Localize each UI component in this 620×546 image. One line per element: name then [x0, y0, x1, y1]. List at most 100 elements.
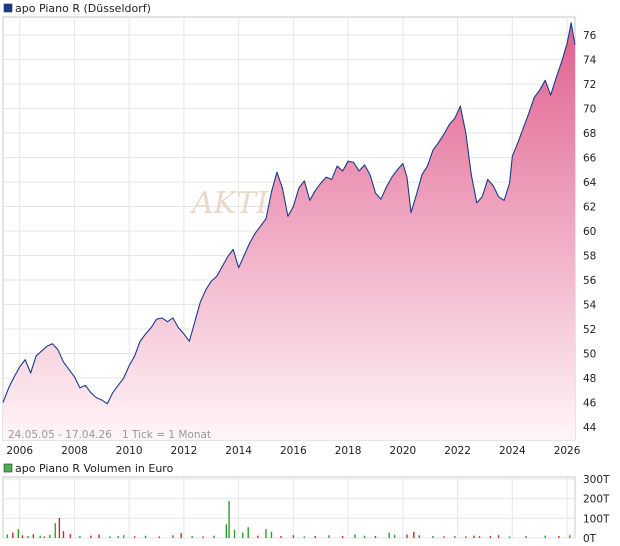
y-tick-label: 62	[583, 202, 596, 214]
y-tick-label: 50	[583, 349, 596, 361]
volume-grid	[3, 477, 575, 539]
y-tick-label: 70	[583, 104, 596, 116]
legend-label-volume: apo Piano R Volumen in Euro	[15, 462, 174, 475]
volume-plot-frame	[2, 476, 576, 539]
volume-bar	[122, 535, 125, 538]
volume-bar	[12, 532, 14, 538]
price-line	[2, 22, 576, 405]
volume-bar	[49, 534, 51, 538]
volume-bar	[265, 529, 267, 538]
y-tick-label: 46	[583, 398, 597, 410]
volume-bar	[465, 536, 467, 538]
price-y-axis: 44 46 48 50 52 54 56 58 60 62 64 66 68 70 72 74 76	[583, 30, 597, 434]
volume-bar	[21, 535, 24, 538]
legend-label-price: apo Piano R (Düsseldorf)	[15, 2, 151, 15]
volume-bar	[406, 534, 408, 538]
volume-bar	[233, 529, 236, 538]
volume-bar	[6, 534, 9, 538]
volume-legend: apo Piano R Volumen in Euro	[3, 462, 174, 475]
watermark: AKTI	[189, 186, 269, 221]
volume-bar	[280, 536, 282, 538]
volume-bar	[247, 527, 249, 538]
volume-bar	[225, 524, 228, 538]
volume-bar	[374, 536, 377, 538]
y-tick-label: 54	[583, 300, 597, 312]
volume-bar	[413, 531, 415, 538]
volume-bar	[497, 535, 500, 538]
volume-bar	[303, 536, 306, 538]
volume-bar	[133, 536, 136, 538]
x-tick-label: 2010	[116, 445, 143, 457]
y-tick-label: 58	[583, 251, 596, 263]
volume-y-axis: 0T 100T 200T 300T	[583, 474, 610, 545]
volume-bar	[270, 531, 273, 538]
volume-bar	[43, 536, 46, 538]
y-tick-label: 68	[583, 128, 596, 140]
price-panel: AKTI 4446485052545658606264666870727476 …	[2, 2, 597, 457]
y-tick-label: 60	[583, 226, 596, 238]
x-tick-label: 2026	[554, 445, 581, 457]
x-tick-label: 2024	[499, 445, 526, 457]
volume-bar	[90, 535, 92, 538]
volume-y-tick-label: 200T	[583, 494, 610, 506]
volume-bar	[62, 531, 65, 538]
x-tick-label: 2008	[61, 445, 88, 457]
volume-bar	[328, 535, 330, 538]
volume-bar	[17, 529, 20, 538]
y-tick-label: 52	[583, 324, 596, 336]
volume-bar	[98, 534, 100, 538]
volume-bar	[292, 535, 295, 538]
volume-bar	[257, 535, 259, 538]
volume-y-tick-label: 300T	[583, 474, 610, 486]
volume-bar	[432, 536, 434, 538]
volume-bar	[388, 532, 390, 538]
volume-bar	[228, 501, 230, 538]
volume-y-tick-label: 0T	[583, 533, 597, 545]
chart-info-text: 24.05.05 - 17.04.26 1 Tick = 1 Monat	[8, 429, 211, 441]
volume-bar	[443, 536, 445, 538]
volume-bar	[341, 536, 344, 538]
price-area	[3, 22, 575, 440]
volume-bar	[544, 535, 546, 538]
x-tick-label: 2018	[335, 445, 362, 457]
volume-bar	[109, 536, 111, 538]
volume-bar	[144, 535, 147, 538]
volume-bar	[39, 535, 41, 538]
volume-bar	[32, 534, 35, 538]
y-tick-label: 44	[583, 422, 597, 434]
volume-bar	[117, 536, 119, 538]
y-tick-label: 56	[583, 275, 597, 287]
volume-bar	[489, 536, 492, 538]
volume-bar	[418, 535, 420, 538]
legend-swatch-price	[3, 3, 13, 13]
volume-bar	[525, 536, 527, 538]
y-tick-label: 72	[583, 79, 596, 91]
volume-bar	[191, 536, 193, 538]
volume-bar	[478, 536, 481, 538]
volume-bar	[202, 536, 204, 538]
x-axis: 2006 2008 2010 2012 2014 2016 2018 2020 2022 2024…	[6, 445, 580, 457]
volume-bar	[58, 517, 61, 538]
volume-bar	[569, 535, 571, 538]
volume-bar	[558, 536, 560, 538]
x-tick-label: 2006	[6, 445, 33, 457]
price-legend: apo Piano R (Düsseldorf)	[3, 2, 151, 15]
volume-y-tick-label: 100T	[583, 513, 610, 525]
x-tick-label: 2012	[171, 445, 198, 457]
y-tick-label: 48	[583, 373, 596, 385]
x-tick-label: 2022	[444, 445, 471, 457]
volume-bar	[180, 533, 182, 538]
y-tick-label: 64	[583, 177, 597, 189]
volume-bar	[242, 532, 244, 538]
volume-bar	[393, 534, 396, 538]
volume-bar	[54, 523, 56, 538]
volume-bar	[69, 534, 72, 538]
y-tick-label: 74	[583, 55, 597, 67]
volume-bar	[27, 536, 29, 538]
volume-panel: apo Piano R Volumen in Euro 0T 100T 200T 30…	[2, 462, 610, 545]
volume-bar	[158, 536, 160, 538]
volume-bar	[213, 535, 215, 538]
x-tick-label: 2016	[280, 445, 307, 457]
volume-bar	[172, 535, 174, 538]
